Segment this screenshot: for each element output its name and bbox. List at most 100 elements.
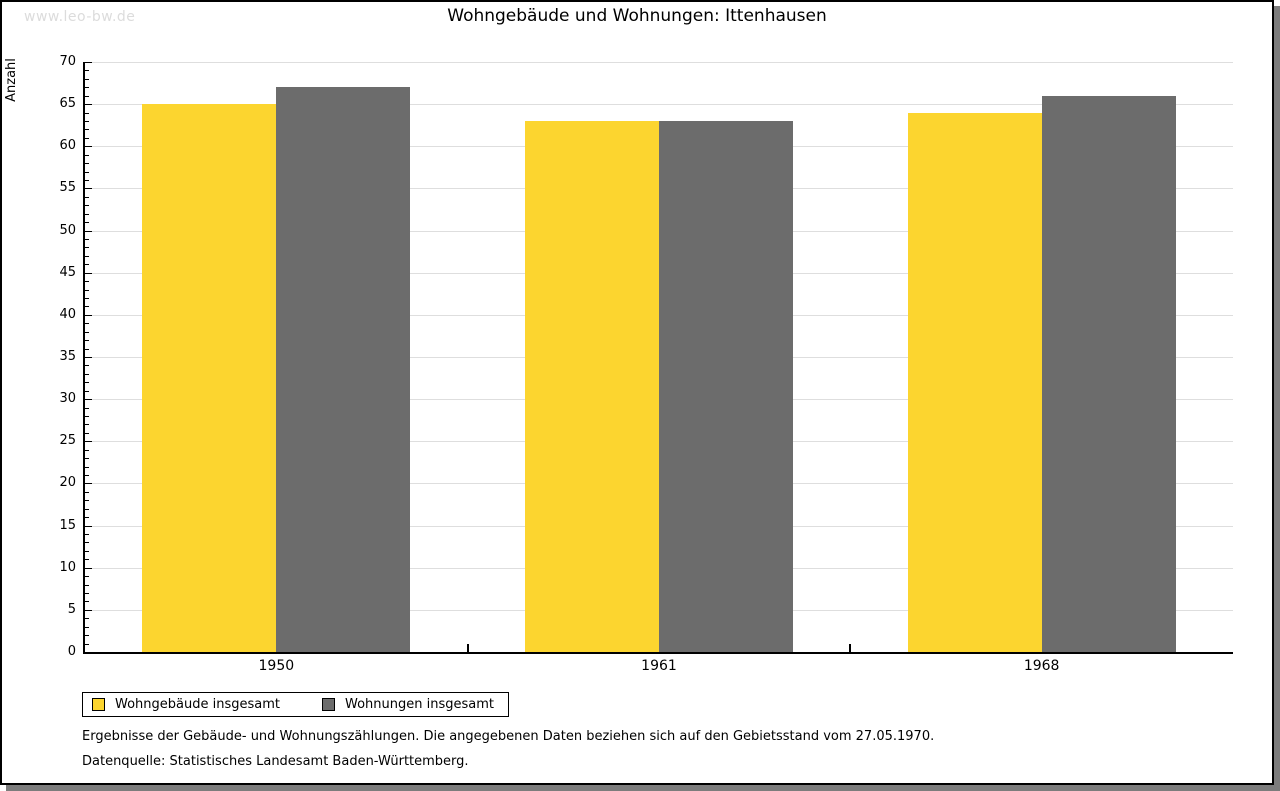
y-minor-tick-44 [85,281,89,283]
plot-inner [85,62,1233,652]
y-minor-tick-67 [85,87,89,89]
y-major-tick-35 [85,357,92,358]
y-major-tick-30 [85,399,92,401]
y-tick-label-60: 60 [59,138,76,154]
legend-item: Wohngebäude insgesamt [92,697,280,712]
y-tick-label-30: 30 [59,391,76,407]
category-divider-tick-1 [466,644,469,652]
y-minor-tick-24 [85,449,89,451]
y-minor-tick-37 [85,340,89,342]
y-tick-label-25: 25 [59,433,76,449]
y-major-tick-60 [85,146,92,148]
category-divider-tick-2 [849,644,852,652]
y-minor-tick-51 [85,222,89,224]
y-minor-tick-61 [85,137,89,139]
y-minor-tick-52 [85,213,89,215]
legend-label: Wohnungen insgesamt [345,697,494,712]
y-minor-tick-69 [85,70,89,72]
y-minor-tick-62 [85,129,89,131]
y-tick-label-0: 0 [67,644,76,659]
y-minor-tick-22 [85,466,89,468]
y-major-tick-50 [85,230,92,232]
y-minor-tick-33 [85,373,89,375]
y-minor-tick-39 [85,323,89,325]
y-tick-label-50: 50 [59,222,76,238]
y-minor-tick-14 [85,534,89,535]
y-minor-tick-11 [85,559,89,561]
y-minor-tick-2 [85,635,89,637]
y-major-tick-40 [85,314,92,316]
y-minor-tick-43 [85,289,89,291]
y-minor-tick-49 [85,239,89,240]
y-tick-label-70: 70 [59,54,76,69]
y-tick-label-40: 40 [59,306,76,322]
y-major-tick-65 [85,104,92,106]
gridline-y-70 [85,62,1233,63]
chart-title: Wohngebäude und Wohnungen: Ittenhausen [447,6,827,26]
y-minor-tick-23 [85,458,89,460]
y-minor-tick-3 [85,626,89,628]
legend-swatch-wohnungen [322,698,335,711]
legend-label: Wohngebäude insgesamt [115,697,280,712]
y-minor-tick-28 [85,416,89,417]
y-minor-tick-47 [85,255,89,257]
legend-swatch-wohngebaeude [92,698,105,711]
bar-series1-1950 [142,104,277,652]
y-minor-tick-68 [85,78,89,80]
y-minor-tick-27 [85,424,89,426]
y-major-tick-45 [85,272,92,274]
y-minor-tick-21 [85,475,89,476]
y-minor-tick-13 [85,542,89,544]
y-tick-label-45: 45 [59,264,76,280]
bar-series1-1968 [907,112,1042,652]
y-minor-tick-59 [85,154,89,156]
y-major-tick-10 [85,567,92,569]
bar-series2-1950 [276,87,411,652]
x-axis-tick-labels: 1950 1961 1968 [85,658,1233,678]
gridline-y-65 [85,104,1233,106]
legend-item: Wohnungen insgesamt [322,697,494,712]
y-minor-tick-53 [85,205,89,207]
y-minor-tick-4 [85,618,89,620]
bar-series1-1961 [525,121,659,652]
y-minor-tick-42 [85,298,89,299]
y-minor-tick-8 [85,584,89,586]
bar-series2-1961 [659,121,793,652]
y-minor-tick-57 [85,171,89,173]
y-minor-tick-48 [85,247,89,249]
y-minor-tick-63 [85,121,89,122]
y-minor-tick-12 [85,550,89,552]
y-minor-tick-41 [85,306,89,308]
y-minor-tick-31 [85,390,89,392]
x-tick-label-1968: 1968 [1023,658,1060,674]
y-minor-tick-19 [85,491,89,493]
y-tick-label-20: 20 [59,475,76,491]
y-minor-tick-29 [85,407,89,409]
x-tick-label-1950: 1950 [258,658,295,674]
watermark: www.leo-bw.de [24,9,136,25]
y-minor-tick-18 [85,500,89,502]
y-minor-tick-66 [85,95,89,97]
y-tick-label-65: 65 [59,96,76,112]
y-minor-tick-54 [85,196,89,198]
footnote-source-note: Ergebnisse der Gebäude- und Wohnungszähl… [82,729,935,744]
y-minor-tick-46 [85,264,89,266]
x-tick-label-1961: 1961 [641,658,677,674]
y-minor-tick-58 [85,163,89,165]
y-tick-label-10: 10 [59,559,76,575]
footnote-data-source: Datenquelle: Statistisches Landesamt Bad… [82,754,469,769]
y-minor-tick-7 [85,593,89,594]
legend: Wohngebäude insgesamt Wohnungen insgesam… [82,692,509,717]
y-minor-tick-36 [85,348,89,350]
y-major-tick-55 [85,188,92,190]
y-major-tick-20 [85,483,92,485]
y-axis-tick-labels: 0 5 10 15 20 25 30 35 40 45 50 55 60 65 70 [2,2,76,787]
y-minor-tick-16 [85,517,89,519]
y-minor-tick-56 [85,180,89,181]
y-minor-tick-1 [85,643,89,645]
y-tick-label-35: 35 [59,349,76,364]
y-major-tick-70 [85,62,92,63]
y-minor-tick-38 [85,331,89,333]
y-minor-tick-17 [85,508,89,510]
